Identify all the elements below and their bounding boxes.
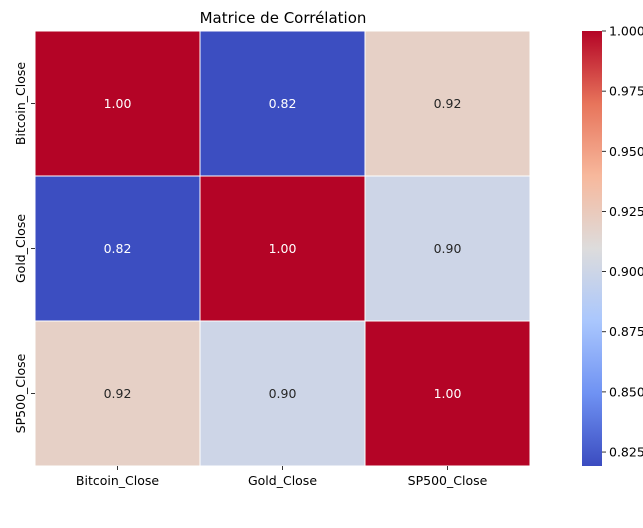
colorbar-tick-label: 0.825: [609, 445, 643, 460]
y-tick-label: SP500_Close: [13, 353, 28, 433]
colorbar-tick-label: 0.850: [609, 384, 643, 399]
cell-value-label: 1.00: [269, 241, 297, 256]
colorbar-tick-label: 0.925: [609, 204, 643, 219]
heatmap-cell: [199, 320, 366, 467]
cell-value-label: 0.92: [434, 96, 462, 111]
y-axis: Bitcoin_Close Gold_Close SP500_Close: [13, 62, 35, 433]
heatmap-cell: [364, 30, 531, 177]
heatmap-cell: [364, 175, 531, 322]
y-tick-label: Bitcoin_Close: [13, 62, 28, 145]
heatmap-cell: [34, 30, 201, 177]
y-tick-label: Gold_Close: [13, 214, 28, 283]
cell-value-label: 1.00: [104, 96, 132, 111]
cell-value-label: 0.82: [104, 241, 132, 256]
x-axis: Bitcoin_Close Gold_Close SP500_Close: [76, 466, 488, 488]
colorbar-tick-label: 0.875: [609, 324, 643, 339]
chart-title: Matrice de Corrélation: [200, 9, 367, 27]
cell-value-label: 0.82: [269, 96, 297, 111]
cell-value-label: 1.00: [434, 386, 462, 401]
cell-value-label: 0.90: [269, 386, 297, 401]
x-tick-label: Bitcoin_Close: [76, 473, 159, 488]
heatmap-cell: [199, 30, 366, 177]
colorbar-axis: 0.825 0.850 0.875 0.900 0.925 0.950 0.975 1.000: [602, 24, 643, 460]
heatmap-cell: [199, 175, 366, 322]
x-tick-label: Gold_Close: [248, 473, 317, 488]
heatmap-cell: [34, 320, 201, 467]
cell-value-label: 0.90: [434, 241, 462, 256]
colorbar-tick-label: 0.950: [609, 144, 643, 159]
heatmap-cell: [34, 175, 201, 322]
colorbar: [582, 31, 602, 466]
x-tick-label: SP500_Close: [408, 473, 488, 488]
colorbar-tick-label: 0.975: [609, 84, 643, 99]
colorbar-tick-label: 0.900: [609, 264, 643, 279]
heatmap-cells: 1.00 0.82 0.92 0.82 1.00 0.90 0.92 0.90 1.00: [34, 30, 531, 467]
cell-value-label: 0.92: [104, 386, 132, 401]
colorbar-tick-label: 1.000: [609, 24, 643, 39]
